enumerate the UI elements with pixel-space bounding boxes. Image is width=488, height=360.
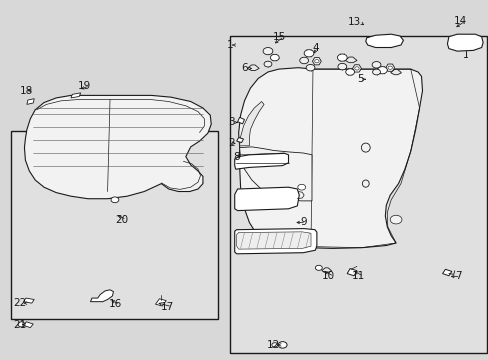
Circle shape bbox=[345, 69, 354, 75]
Polygon shape bbox=[24, 95, 211, 199]
Circle shape bbox=[305, 64, 314, 71]
Circle shape bbox=[387, 66, 391, 69]
Ellipse shape bbox=[362, 180, 368, 187]
Circle shape bbox=[315, 265, 322, 270]
Polygon shape bbox=[71, 93, 81, 98]
Polygon shape bbox=[236, 138, 243, 143]
Text: 13: 13 bbox=[347, 17, 361, 27]
Polygon shape bbox=[390, 69, 401, 75]
Polygon shape bbox=[237, 117, 244, 124]
Polygon shape bbox=[239, 147, 311, 201]
Bar bbox=[229, 36, 486, 353]
Text: 6: 6 bbox=[241, 63, 248, 73]
Polygon shape bbox=[365, 34, 403, 48]
Circle shape bbox=[314, 59, 318, 63]
Text: 10: 10 bbox=[322, 271, 335, 282]
Polygon shape bbox=[247, 65, 259, 71]
Polygon shape bbox=[27, 99, 34, 104]
Polygon shape bbox=[234, 229, 316, 254]
Ellipse shape bbox=[361, 143, 369, 152]
Circle shape bbox=[278, 342, 286, 348]
Polygon shape bbox=[352, 65, 361, 72]
Text: 15: 15 bbox=[272, 32, 285, 42]
Polygon shape bbox=[234, 153, 288, 169]
Text: 22: 22 bbox=[14, 298, 27, 308]
Circle shape bbox=[377, 67, 386, 74]
Circle shape bbox=[372, 69, 380, 75]
Polygon shape bbox=[23, 322, 33, 328]
Text: 18: 18 bbox=[20, 86, 33, 96]
Polygon shape bbox=[447, 34, 482, 51]
Circle shape bbox=[111, 197, 119, 203]
Polygon shape bbox=[385, 64, 394, 71]
Polygon shape bbox=[442, 269, 451, 276]
Text: 16: 16 bbox=[108, 299, 122, 309]
Polygon shape bbox=[236, 232, 310, 249]
Circle shape bbox=[270, 54, 279, 61]
Polygon shape bbox=[345, 57, 356, 63]
Text: 11: 11 bbox=[351, 271, 365, 282]
Circle shape bbox=[337, 63, 346, 70]
Circle shape bbox=[263, 48, 272, 55]
Text: 14: 14 bbox=[453, 16, 466, 26]
Polygon shape bbox=[155, 299, 166, 306]
Text: 4: 4 bbox=[311, 42, 318, 53]
Polygon shape bbox=[90, 290, 113, 302]
Polygon shape bbox=[312, 58, 321, 65]
Text: 20: 20 bbox=[115, 215, 128, 225]
Circle shape bbox=[371, 62, 380, 68]
Polygon shape bbox=[23, 298, 34, 303]
Text: 12: 12 bbox=[266, 340, 280, 350]
Circle shape bbox=[299, 57, 308, 64]
Circle shape bbox=[297, 184, 305, 190]
Text: 17: 17 bbox=[160, 302, 173, 312]
Circle shape bbox=[18, 322, 25, 327]
Text: 2: 2 bbox=[228, 138, 235, 148]
Bar bbox=[11, 131, 217, 319]
Circle shape bbox=[354, 67, 358, 70]
Polygon shape bbox=[238, 68, 422, 248]
Polygon shape bbox=[321, 268, 331, 273]
Polygon shape bbox=[346, 269, 356, 276]
Text: 8: 8 bbox=[232, 152, 239, 162]
Circle shape bbox=[264, 61, 271, 67]
Text: 5: 5 bbox=[356, 74, 363, 84]
Polygon shape bbox=[234, 187, 299, 211]
Circle shape bbox=[304, 50, 313, 57]
Circle shape bbox=[337, 54, 346, 61]
Text: 3: 3 bbox=[228, 117, 235, 127]
Text: 9: 9 bbox=[300, 217, 306, 228]
Text: 21: 21 bbox=[14, 320, 27, 330]
Circle shape bbox=[271, 343, 277, 347]
Circle shape bbox=[389, 215, 401, 224]
Polygon shape bbox=[239, 102, 264, 146]
Text: 1: 1 bbox=[226, 40, 233, 50]
Text: 7: 7 bbox=[454, 271, 461, 282]
Text: 19: 19 bbox=[78, 81, 91, 91]
